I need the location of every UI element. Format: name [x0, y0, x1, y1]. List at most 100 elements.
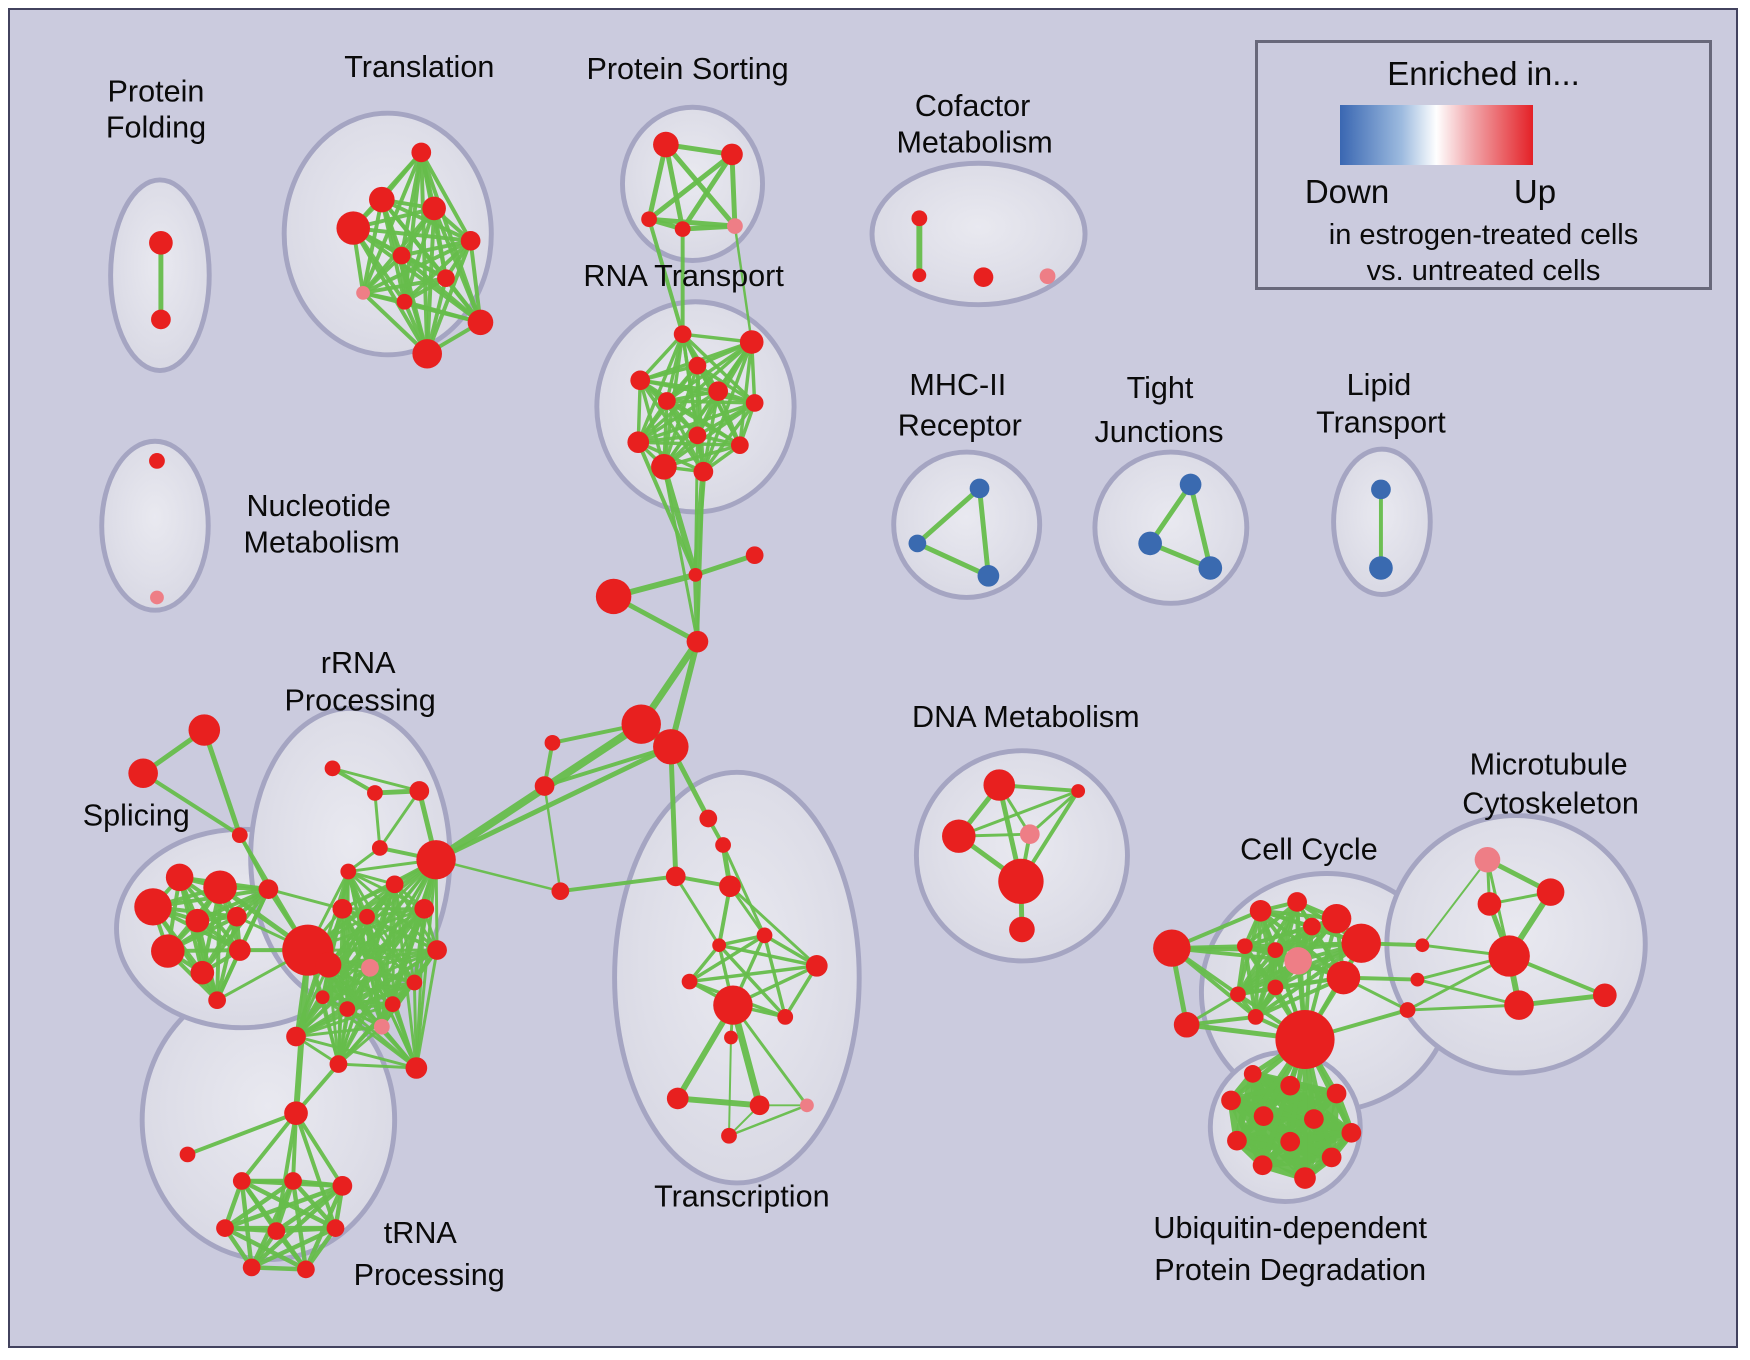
gene-set-node-ps1[interactable]	[653, 131, 679, 158]
gene-set-node-cb6[interactable]	[653, 729, 689, 765]
gene-set-node-sp1[interactable]	[134, 888, 172, 926]
gene-set-node-rr18[interactable]	[361, 958, 379, 977]
gene-set-node-cc9[interactable]	[1326, 960, 1361, 995]
gene-set-node-rr5[interactable]	[340, 863, 357, 880]
gene-set-node-mh1[interactable]	[969, 478, 990, 499]
gene-set-node-rr10[interactable]	[427, 940, 447, 960]
gene-set-node-cf4[interactable]	[1039, 268, 1056, 285]
gene-set-node-ub5[interactable]	[1253, 1106, 1274, 1126]
gene-set-node-ps2[interactable]	[721, 143, 743, 166]
gene-set-node-cf2[interactable]	[912, 268, 927, 283]
gene-set-node-ub2[interactable]	[1280, 1075, 1301, 1096]
gene-set-node-pf2[interactable]	[151, 309, 171, 330]
gene-set-node-cc2[interactable]	[1287, 892, 1307, 912]
gene-set-node-ov2[interactable]	[1410, 972, 1425, 987]
gene-set-node-sp4[interactable]	[258, 879, 279, 900]
gene-set-node-mt5[interactable]	[1504, 990, 1534, 1020]
gene-set-node-mt3[interactable]	[1477, 892, 1502, 916]
gene-set-node-ccB[interactable]	[1173, 1012, 1200, 1038]
gene-set-node-tl7[interactable]	[437, 269, 455, 288]
gene-set-node-tn1[interactable]	[232, 1172, 251, 1190]
gene-set-node-tj3[interactable]	[1198, 556, 1223, 580]
gene-set-node-rt3[interactable]	[688, 356, 707, 375]
gene-set-node-tg3[interactable]	[231, 827, 248, 844]
gene-set-node-rr16[interactable]	[329, 1055, 348, 1073]
gene-set-node-cc13[interactable]	[1275, 1010, 1335, 1069]
gene-set-node-cb1[interactable]	[688, 567, 703, 582]
gene-set-node-mt1[interactable]	[1474, 846, 1501, 873]
gene-set-node-rr3[interactable]	[409, 781, 430, 801]
gene-set-node-dm2[interactable]	[1071, 784, 1086, 798]
gene-set-node-rr6[interactable]	[332, 899, 353, 919]
gene-set-node-sp5[interactable]	[185, 908, 210, 933]
gene-set-node-tc11[interactable]	[721, 1127, 737, 1144]
gene-set-node-cc12[interactable]	[1247, 1009, 1264, 1025]
gene-set-node-rt7[interactable]	[745, 394, 764, 412]
gene-set-node-rt2[interactable]	[739, 330, 764, 354]
gene-set-node-cc8[interactable]	[1284, 947, 1312, 975]
gene-set-node-cc5[interactable]	[1341, 923, 1381, 963]
gene-set-node-ub10[interactable]	[1252, 1155, 1273, 1176]
gene-set-node-ub6[interactable]	[1304, 1109, 1324, 1129]
gene-set-node-dm4[interactable]	[1019, 824, 1040, 845]
gene-set-node-pf1[interactable]	[149, 231, 173, 255]
gene-set-node-rr15[interactable]	[286, 1026, 306, 1047]
gene-set-node-cb7[interactable]	[544, 734, 561, 751]
gene-set-node-rr12[interactable]	[384, 996, 401, 1012]
gene-set-node-cb11[interactable]	[715, 837, 731, 853]
gene-set-node-ccL[interactable]	[1153, 929, 1191, 967]
gene-set-node-ub7[interactable]	[1341, 1123, 1362, 1143]
gene-set-node-cb12[interactable]	[719, 875, 741, 898]
gene-set-node-cf3[interactable]	[973, 267, 994, 288]
gene-set-node-tl9[interactable]	[396, 293, 413, 310]
gene-set-node-ps4[interactable]	[674, 221, 691, 237]
gene-set-node-tj1[interactable]	[1179, 473, 1202, 496]
gene-set-node-tl5[interactable]	[460, 231, 481, 251]
gene-set-node-rt8[interactable]	[688, 426, 707, 445]
gene-set-node-tc4[interactable]	[805, 955, 828, 977]
gene-set-node-tn4[interactable]	[216, 1219, 234, 1237]
gene-set-node-tl11[interactable]	[412, 339, 442, 369]
gene-set-node-rt4[interactable]	[630, 370, 651, 391]
gene-set-node-cc10[interactable]	[1230, 986, 1246, 1003]
gene-set-node-cc3[interactable]	[1321, 903, 1352, 934]
gene-set-node-mt4[interactable]	[1488, 935, 1530, 977]
gene-set-node-ov1[interactable]	[1415, 938, 1430, 953]
gene-set-node-rt12[interactable]	[693, 461, 714, 482]
gene-set-node-ub9[interactable]	[1280, 1131, 1301, 1152]
gene-set-node-cc1[interactable]	[1249, 900, 1272, 922]
gene-set-node-rt9[interactable]	[627, 431, 650, 454]
gene-set-node-rr11[interactable]	[406, 974, 423, 991]
gene-set-node-tg2[interactable]	[128, 758, 158, 789]
gene-set-node-tnC[interactable]	[284, 1101, 308, 1125]
gene-set-node-rt10[interactable]	[730, 436, 749, 455]
gene-set-node-rt1[interactable]	[673, 325, 692, 344]
gene-set-node-tc7[interactable]	[724, 1030, 738, 1045]
gene-set-node-sp8[interactable]	[190, 960, 215, 985]
gene-set-node-ov3[interactable]	[1399, 1002, 1416, 1018]
gene-set-node-ps3[interactable]	[641, 211, 658, 228]
gene-set-node-tl6[interactable]	[392, 246, 411, 265]
gene-set-node-cc6[interactable]	[1236, 938, 1253, 955]
gene-set-node-lt2[interactable]	[1369, 556, 1393, 580]
gene-set-node-rt11[interactable]	[651, 454, 677, 480]
gene-set-node-ub12[interactable]	[1294, 1167, 1316, 1189]
gene-set-node-tg1[interactable]	[188, 714, 221, 746]
gene-set-node-rr14[interactable]	[315, 990, 330, 1005]
gene-set-node-ub3[interactable]	[1326, 1083, 1347, 1104]
gene-set-node-lt1[interactable]	[1371, 479, 1391, 500]
gene-set-node-tn3[interactable]	[332, 1176, 353, 1196]
gene-set-node-ps5[interactable]	[727, 218, 743, 234]
gene-set-node-tc9[interactable]	[749, 1095, 770, 1116]
gene-set-node-cb3[interactable]	[595, 578, 632, 615]
gene-set-node-mt6[interactable]	[1592, 983, 1617, 1008]
gene-set-node-mt2[interactable]	[1536, 878, 1565, 906]
gene-set-node-cf1[interactable]	[911, 210, 928, 227]
gene-set-node-sp2[interactable]	[165, 863, 194, 892]
gene-set-node-tl10[interactable]	[467, 309, 494, 336]
gene-set-node-cb4[interactable]	[686, 630, 709, 653]
gene-set-node-tc6[interactable]	[777, 1009, 794, 1025]
gene-set-node-rr20[interactable]	[416, 840, 456, 880]
gene-set-node-rt5[interactable]	[708, 381, 729, 401]
gene-set-node-tc10[interactable]	[800, 1098, 814, 1113]
